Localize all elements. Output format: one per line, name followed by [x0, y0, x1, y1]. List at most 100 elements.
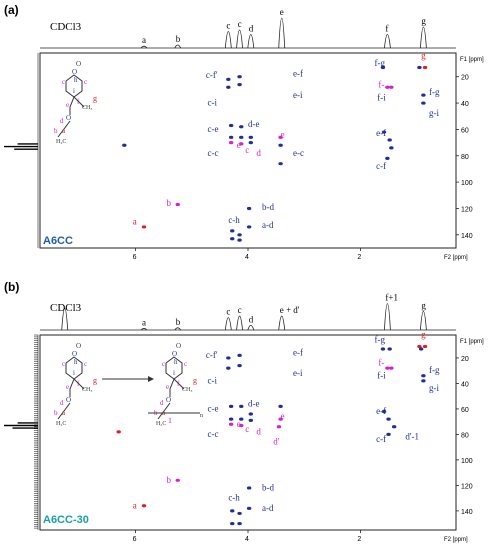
cross-peak: [385, 85, 390, 89]
proton-peak-label: f: [385, 24, 388, 34]
cross-peak: [230, 509, 235, 513]
cross-peak: [391, 425, 397, 429]
cross-peak: [237, 238, 242, 242]
cross-peak: [175, 202, 180, 207]
peak-annotation: c-f': [206, 350, 218, 360]
proton-peak-label: b: [176, 34, 181, 44]
atom-ch3: CH₃: [82, 105, 92, 111]
atom-c-left: c: [62, 78, 65, 86]
y-tick-label: 120: [461, 206, 473, 213]
proton-peak: [140, 328, 148, 331]
atom-o-ether: O: [166, 396, 171, 404]
peak-annotation: f-i: [377, 92, 386, 102]
peak-annotation: d: [256, 148, 261, 158]
peak-annotation: b: [166, 475, 171, 485]
y-tick-label: 100: [461, 458, 473, 465]
peak-annotation: e-f: [376, 406, 386, 416]
cross-peak: [380, 65, 386, 70]
cross-peak: [387, 347, 392, 351]
proton-peak-label: CDCl3: [50, 21, 82, 33]
polymer-n: n: [200, 413, 203, 419]
atom-h: h: [74, 358, 78, 366]
proton-peak-label: g: [421, 16, 426, 26]
peak-annotation: f-g: [429, 87, 440, 97]
cross-peak: [228, 140, 234, 145]
proton-peak-label: f+1: [385, 293, 398, 303]
atom-b: b: [54, 127, 58, 135]
proton-peak: [278, 315, 286, 331]
peak-annotation: e-i: [293, 90, 303, 100]
atom-ch3: CH₃: [182, 387, 192, 393]
cross-peak: [381, 130, 387, 134]
peak-annotation: f-g: [374, 58, 385, 68]
atom-o-top: O: [72, 68, 77, 76]
peak-annotation: g-i: [429, 383, 439, 393]
proton-peak-label: g: [421, 300, 426, 310]
atom-h2c: H₂C: [56, 139, 66, 145]
atom-e: e: [166, 383, 169, 391]
cross-peak: [389, 85, 394, 89]
proton-peak: [224, 31, 232, 49]
panel-label: (a): [4, 3, 19, 17]
peak-annotation: e-c: [293, 148, 304, 158]
peak-annotation: a: [133, 216, 137, 226]
proton-peak: [140, 45, 148, 49]
peak-annotation: e-i: [293, 368, 303, 378]
peak-annotation: b-d: [262, 482, 274, 492]
proton-peak: [174, 44, 182, 49]
cross-peak: [230, 229, 235, 233]
proton-peak: [384, 34, 391, 49]
peak-annotation: c-f: [376, 434, 386, 444]
atom-e: e: [66, 101, 69, 109]
x-tick-label: 6: [133, 536, 137, 543]
y-axis-label: F1 [ppm]: [460, 57, 484, 63]
cross-peak: [226, 85, 231, 89]
peak-annotation: b-d: [262, 202, 274, 212]
cross-peak: [226, 356, 231, 360]
cross-peak: [421, 374, 426, 378]
atom-o-top: O: [172, 350, 177, 358]
cross-peak: [387, 138, 392, 142]
atom-o-ether: O: [66, 396, 71, 404]
proton-peak-label: CDCl3: [50, 302, 82, 314]
cross-peak: [421, 379, 426, 383]
atom-c-right: c: [184, 360, 187, 368]
atom-e: e: [66, 383, 69, 391]
proton-peak: [419, 311, 427, 331]
y-tick-label: 60: [461, 407, 469, 414]
proton-peak-label: c: [238, 305, 242, 315]
peak-annotation: d: [256, 426, 261, 436]
chain-bond-1: [169, 378, 175, 397]
sample-label: A6CC: [43, 235, 73, 247]
cross-peak: [278, 404, 283, 408]
atom-d: d: [60, 399, 64, 407]
peak-annotation: c-e: [208, 124, 219, 134]
proton-peak: [236, 29, 243, 49]
proton-peak: [61, 307, 69, 331]
x-tick-label: 4: [245, 536, 249, 543]
cross-peak: [421, 101, 426, 105]
y-tick-label: 80: [461, 154, 469, 161]
peak-annotation: g: [421, 50, 426, 60]
y-tick-label: 80: [461, 432, 469, 439]
chain-bond-1: [69, 378, 75, 397]
chain-bond-1: [69, 96, 75, 115]
cross-peak: [386, 432, 391, 437]
proton-peak: [236, 315, 243, 331]
proton-peak-label: e + d': [280, 305, 300, 315]
x-axis-label: F2 [ppm]: [444, 537, 468, 543]
cross-peak: [248, 140, 254, 145]
peak-annotation: a-d: [262, 503, 274, 513]
cross-peak: [237, 363, 242, 368]
x-tick-label: 6: [133, 254, 137, 261]
cross-peak: [248, 412, 254, 416]
cross-peak: [230, 237, 235, 241]
proton-peak-label: a: [142, 35, 146, 45]
y-tick-label: 20: [461, 75, 469, 82]
y-tick-label: 140: [461, 233, 473, 240]
peak-annotation: e: [237, 419, 241, 429]
cross-peak: [228, 404, 234, 408]
